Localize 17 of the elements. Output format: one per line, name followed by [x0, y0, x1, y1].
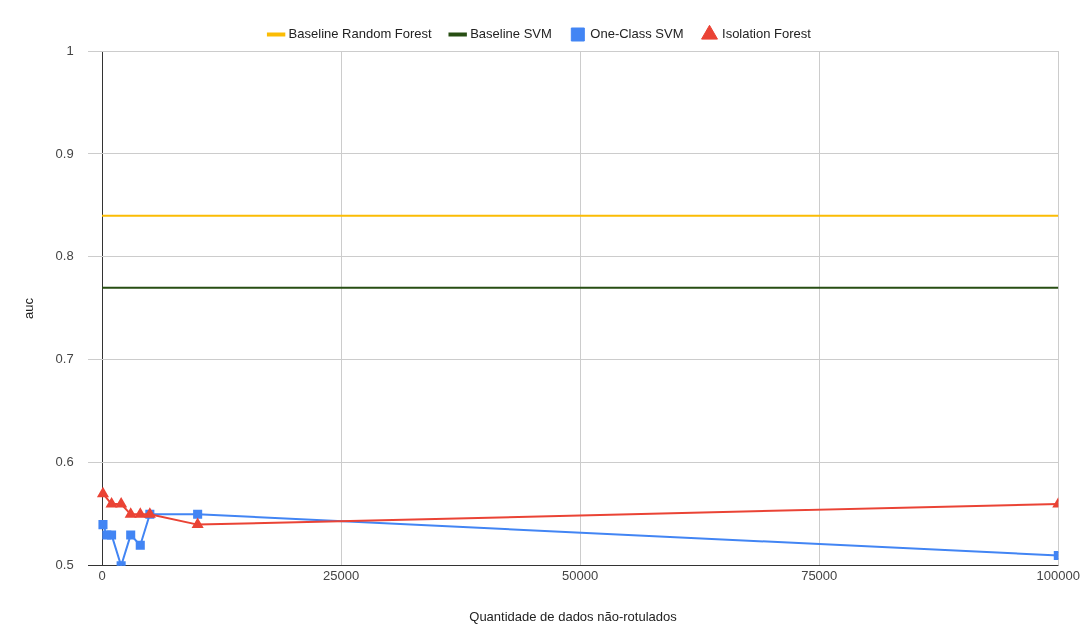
- x-axis-title: Quantidade de dados não-rotulados: [469, 608, 678, 624]
- x-tick-label: 25000: [323, 568, 360, 584]
- y-tick-label: 0.7: [55, 351, 74, 367]
- y-tick-label: 1: [66, 42, 74, 58]
- y-tick-label: 0.8: [55, 248, 74, 264]
- legend-label: Baseline Random Forest: [288, 26, 433, 42]
- y-tick-label: 0.6: [55, 454, 74, 470]
- x-tick-label: 0: [98, 568, 106, 584]
- x-tick-label: 50000: [562, 568, 599, 584]
- y-tick-label: 0.9: [55, 145, 74, 161]
- x-tick-label: 100000: [1036, 568, 1081, 584]
- y-tick-label: 0.5: [55, 557, 74, 573]
- legend-label: One-Class SVM: [590, 26, 684, 42]
- x-tick-label: 75000: [801, 568, 838, 584]
- legend-label: Baseline SVM: [470, 26, 552, 42]
- legend-label: Isolation Forest: [722, 26, 812, 42]
- y-axis-title: auc: [21, 297, 37, 319]
